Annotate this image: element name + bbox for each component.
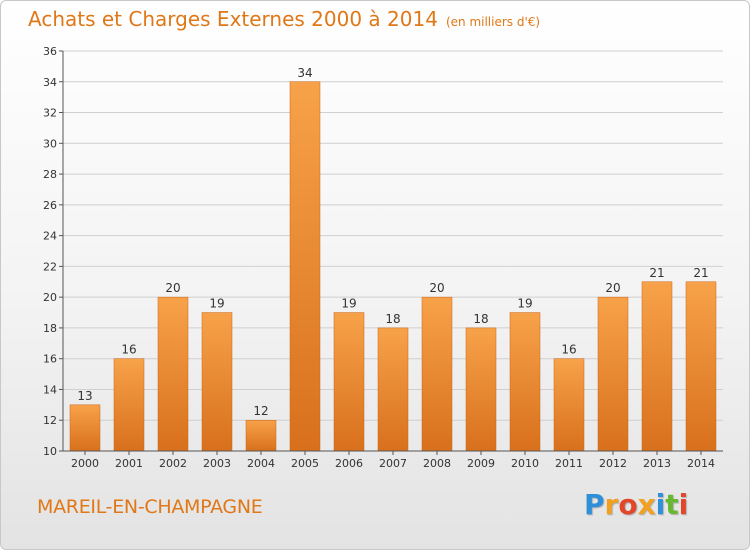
bar <box>685 281 717 452</box>
y-tick-label: 26 <box>43 199 57 212</box>
bar-value-label: 19 <box>209 297 224 311</box>
y-tick-label: 14 <box>43 383 57 396</box>
x-tick-label: 2003 <box>203 457 231 470</box>
commune-name: MAREIL-EN-CHAMPAGNE <box>37 496 263 518</box>
bar <box>333 312 365 452</box>
logo-letter: o <box>618 488 638 521</box>
logo-letter: P <box>584 488 605 521</box>
bar <box>553 358 585 452</box>
bar-value-label: 18 <box>473 312 488 326</box>
bar-value-label: 20 <box>165 281 180 295</box>
x-tick-label: 2004 <box>247 457 275 470</box>
logo-letter: i <box>678 488 689 521</box>
bar <box>289 81 321 452</box>
logo-letter: i <box>655 488 666 521</box>
bar-value-label: 21 <box>693 266 708 280</box>
x-tick-label: 2006 <box>335 457 363 470</box>
x-tick-label: 2014 <box>687 457 715 470</box>
bar-value-label: 19 <box>517 297 532 311</box>
bar-value-label: 18 <box>385 312 400 326</box>
axes: 10 12 14 16 18 20 22 24 26 28 30 32 34 36 2000 2001 2002… <box>43 45 723 470</box>
bar <box>465 327 497 452</box>
bar <box>113 358 145 452</box>
y-tick-label: 36 <box>43 45 57 58</box>
bar-value-label: 34 <box>297 66 312 80</box>
x-tick-label: 2013 <box>643 457 671 470</box>
x-tick-label: 2009 <box>467 457 495 470</box>
y-tick-label: 10 <box>43 445 57 458</box>
y-tick-label: 22 <box>43 260 57 273</box>
bar-value-label: 12 <box>253 404 268 418</box>
logo-letter: t <box>665 488 679 521</box>
y-tick-label: 34 <box>43 76 57 89</box>
bar-value-label: 13 <box>77 389 92 403</box>
x-tick-label: 2008 <box>423 457 451 470</box>
x-tick-label: 2012 <box>599 457 627 470</box>
logo-letter: r <box>604 488 619 521</box>
x-tick-label: 2002 <box>159 457 187 470</box>
bar-value-label: 20 <box>429 281 444 295</box>
x-tick-label: 2000 <box>71 457 99 470</box>
proxiti-logo: Proxiti <box>584 488 688 521</box>
x-tick-label: 2001 <box>115 457 143 470</box>
bars: 13 16 20 19 12 34 19 18 20 18 19 16 20 21 21 <box>69 66 717 452</box>
y-tick-label: 28 <box>43 168 57 181</box>
y-tick-label: 12 <box>43 414 57 427</box>
chart-unit: (en milliers d'€) <box>445 15 541 29</box>
bar-value-label: 16 <box>121 343 136 357</box>
bar-value-label: 19 <box>341 297 356 311</box>
y-tick-label: 24 <box>43 230 57 243</box>
chart-title-text: Achats et Charges Externes 2000 à 2014 <box>28 7 438 31</box>
bar-value-label: 20 <box>605 281 620 295</box>
bar <box>377 327 409 452</box>
x-tick-label: 2010 <box>511 457 539 470</box>
bar <box>597 296 629 452</box>
bar <box>509 312 541 452</box>
x-tick-label: 2005 <box>291 457 319 470</box>
bar <box>641 281 673 452</box>
bar <box>245 419 277 452</box>
bar <box>157 296 189 452</box>
logo-letter: x <box>637 488 656 521</box>
x-tick-label: 2011 <box>555 457 583 470</box>
y-tick-label: 30 <box>43 137 57 150</box>
chart-title: Achats et Charges Externes 2000 à 2014 (e… <box>28 7 540 31</box>
y-tick-label: 18 <box>43 322 57 335</box>
y-tick-label: 32 <box>43 107 57 120</box>
y-tick-label: 20 <box>43 291 57 304</box>
bar <box>201 312 233 452</box>
bar <box>421 296 453 452</box>
bar-value-label: 21 <box>649 266 664 280</box>
x-tick-label: 2007 <box>379 457 407 470</box>
bar <box>69 404 101 452</box>
bar-value-label: 16 <box>561 343 576 357</box>
y-tick-label: 16 <box>43 353 57 366</box>
